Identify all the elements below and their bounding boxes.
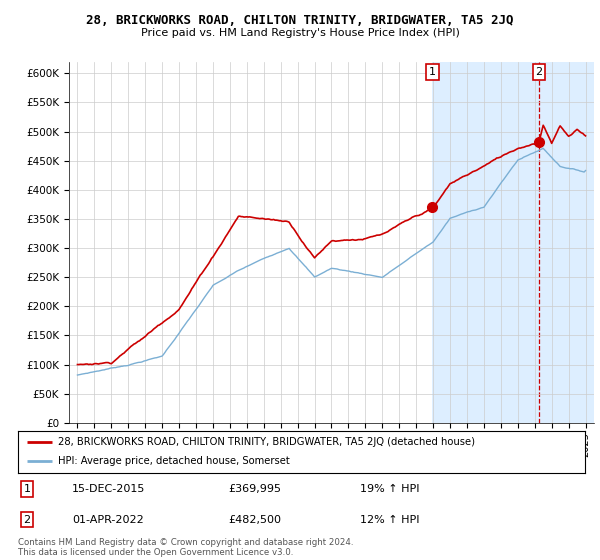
Text: £369,995: £369,995 xyxy=(228,484,281,494)
Text: 28, BRICKWORKS ROAD, CHILTON TRINITY, BRIDGWATER, TA5 2JQ (detached house): 28, BRICKWORKS ROAD, CHILTON TRINITY, BR… xyxy=(58,437,475,447)
Text: 19% ↑ HPI: 19% ↑ HPI xyxy=(360,484,419,494)
Text: Price paid vs. HM Land Registry's House Price Index (HPI): Price paid vs. HM Land Registry's House … xyxy=(140,28,460,38)
Text: 1: 1 xyxy=(429,67,436,77)
Text: Contains HM Land Registry data © Crown copyright and database right 2024.
This d: Contains HM Land Registry data © Crown c… xyxy=(18,538,353,557)
Text: 15-DEC-2015: 15-DEC-2015 xyxy=(72,484,145,494)
Text: 2: 2 xyxy=(535,67,542,77)
Text: 28, BRICKWORKS ROAD, CHILTON TRINITY, BRIDGWATER, TA5 2JQ: 28, BRICKWORKS ROAD, CHILTON TRINITY, BR… xyxy=(86,14,514,27)
Text: 1: 1 xyxy=(23,484,31,494)
Text: 2: 2 xyxy=(23,515,31,525)
Text: 12% ↑ HPI: 12% ↑ HPI xyxy=(360,515,419,525)
Text: HPI: Average price, detached house, Somerset: HPI: Average price, detached house, Some… xyxy=(58,456,289,466)
Text: 01-APR-2022: 01-APR-2022 xyxy=(72,515,144,525)
Bar xyxy=(433,62,594,423)
Text: £482,500: £482,500 xyxy=(228,515,281,525)
